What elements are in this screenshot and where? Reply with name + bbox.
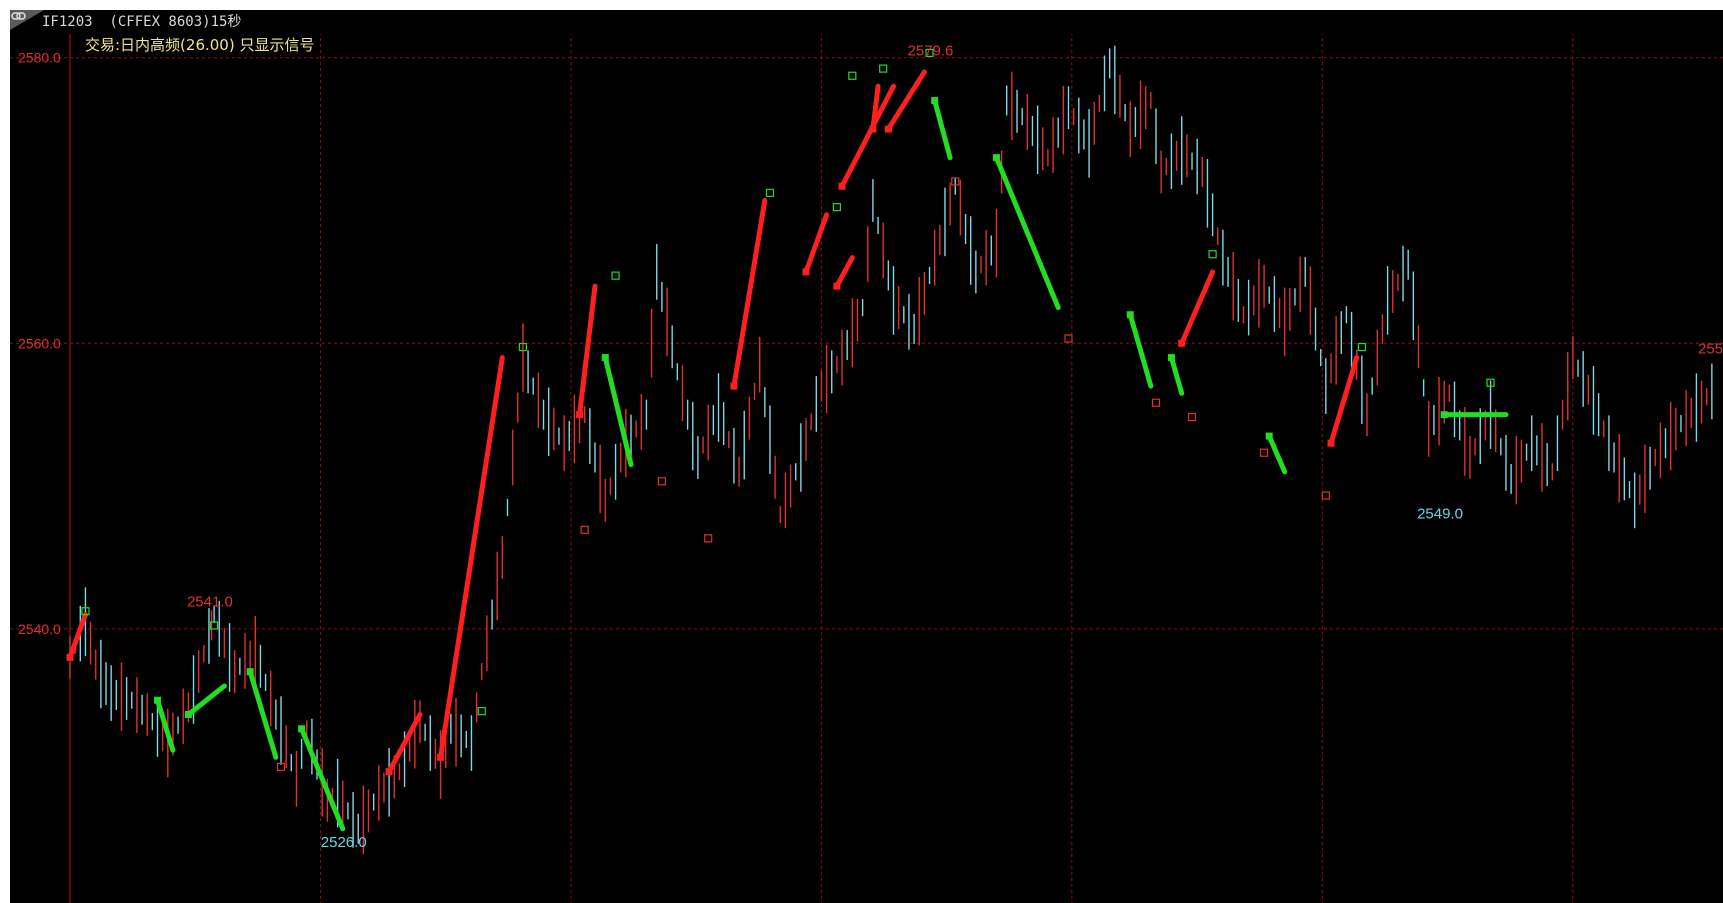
long-signal-segment bbox=[885, 69, 927, 132]
long-entry-marker bbox=[385, 768, 393, 776]
up-arrow-marker bbox=[832, 203, 841, 212]
long-entry-marker bbox=[884, 125, 892, 133]
up-arrow-marker bbox=[518, 342, 528, 352]
short-entry-marker bbox=[153, 696, 161, 704]
short-signal-segment bbox=[154, 697, 176, 753]
short-signal-segment bbox=[1266, 433, 1288, 475]
short-entry-marker bbox=[1126, 311, 1134, 319]
long-signal-segment bbox=[1179, 269, 1216, 346]
short-entry-marker bbox=[1440, 411, 1448, 419]
down-arrow-marker bbox=[580, 525, 589, 534]
y-tick-label: 2580.0 bbox=[18, 50, 61, 66]
short-signal-segment bbox=[299, 726, 346, 832]
short-entry-marker bbox=[246, 668, 254, 676]
short-entry-marker bbox=[1167, 354, 1175, 362]
price-annotation: 2541.0 bbox=[187, 594, 233, 611]
down-arrow-marker bbox=[1064, 334, 1073, 343]
up-arrow-marker bbox=[848, 71, 857, 80]
long-signal-segment bbox=[834, 255, 855, 289]
up-arrow-marker bbox=[1357, 342, 1366, 352]
down-arrow-marker bbox=[657, 477, 666, 486]
long-signal-segment bbox=[577, 283, 598, 418]
long-signal-segment bbox=[870, 83, 881, 132]
up-arrow-marker bbox=[477, 707, 486, 716]
down-arrow-marker bbox=[1187, 412, 1197, 422]
long-entry-marker bbox=[802, 268, 810, 276]
price-annotation: 255 bbox=[1698, 341, 1723, 358]
long-entry-marker bbox=[576, 411, 584, 419]
down-arrow-marker bbox=[1151, 398, 1161, 407]
y-tick-label: 2540.0 bbox=[18, 621, 61, 637]
long-signal-segment bbox=[803, 212, 830, 275]
short-entry-marker bbox=[298, 725, 306, 733]
down-arrow-marker bbox=[276, 762, 286, 771]
link-icon[interactable] bbox=[10, 10, 44, 30]
short-signal-segment bbox=[185, 683, 227, 718]
up-arrow-marker bbox=[879, 64, 888, 73]
y-tick-label: 2560.0 bbox=[18, 335, 61, 351]
long-entry-marker bbox=[833, 282, 841, 290]
long-signal-segment bbox=[1328, 355, 1360, 446]
up-arrow-marker bbox=[1486, 378, 1495, 387]
long-signal-segment bbox=[438, 355, 505, 760]
down-arrow-marker bbox=[951, 177, 960, 186]
down-arrow-marker bbox=[1321, 491, 1330, 500]
long-entry-marker bbox=[1178, 339, 1186, 347]
price-chart[interactable]: 2540.0 2560.0 2580.0 2541.0 2526.0 2579.6 2549… bbox=[10, 10, 1723, 903]
price-annotation: 2549.0 bbox=[1417, 505, 1463, 522]
short-signal-segment bbox=[1127, 312, 1154, 389]
price-annotation: 2526.0 bbox=[321, 834, 367, 851]
short-signal-segment bbox=[1168, 355, 1185, 396]
long-entry-marker bbox=[1327, 439, 1335, 447]
down-arrow-marker bbox=[1259, 448, 1269, 457]
price-annotation: 2579.6 bbox=[908, 42, 954, 59]
short-entry-marker bbox=[1265, 432, 1273, 440]
price-series bbox=[69, 45, 1713, 855]
strategy-label: 交易:日内高频(26.00) 只显示信号 bbox=[85, 36, 315, 54]
short-entry-marker bbox=[992, 154, 1000, 162]
down-arrow-marker bbox=[704, 534, 713, 543]
title-bar: IF1203 (CFFEX 8603)15秒 bbox=[10, 10, 1723, 34]
short-entry-marker bbox=[931, 97, 939, 105]
up-arrow-marker bbox=[81, 607, 90, 616]
chart-window: 2540.0 2560.0 2580.0 2541.0 2526.0 2579.6 2549… bbox=[10, 10, 1723, 903]
long-signal-segment bbox=[386, 712, 423, 775]
short-signal-segment bbox=[932, 98, 953, 161]
up-arrow-marker bbox=[925, 48, 934, 58]
long-signal-segment bbox=[731, 197, 768, 389]
long-entry-marker bbox=[838, 182, 846, 190]
short-signal-segment bbox=[602, 355, 634, 468]
up-arrow-marker bbox=[765, 188, 775, 197]
long-entry-marker bbox=[437, 753, 445, 761]
short-signal-segment bbox=[247, 669, 279, 760]
long-entry-marker bbox=[730, 382, 738, 390]
up-arrow-marker bbox=[210, 621, 219, 630]
short-entry-marker bbox=[184, 711, 192, 719]
long-signal-segment bbox=[839, 83, 896, 189]
short-entry-marker bbox=[601, 354, 609, 362]
short-signal-segment bbox=[993, 155, 1061, 311]
long-signal-segment bbox=[67, 612, 88, 660]
long-entry-marker bbox=[66, 653, 74, 661]
symbol-title: IF1203 (CFFEX 8603)15秒 bbox=[42, 14, 242, 30]
long-entry-marker bbox=[869, 125, 877, 133]
up-arrow-marker bbox=[1208, 250, 1217, 259]
up-arrow-marker bbox=[611, 271, 620, 280]
